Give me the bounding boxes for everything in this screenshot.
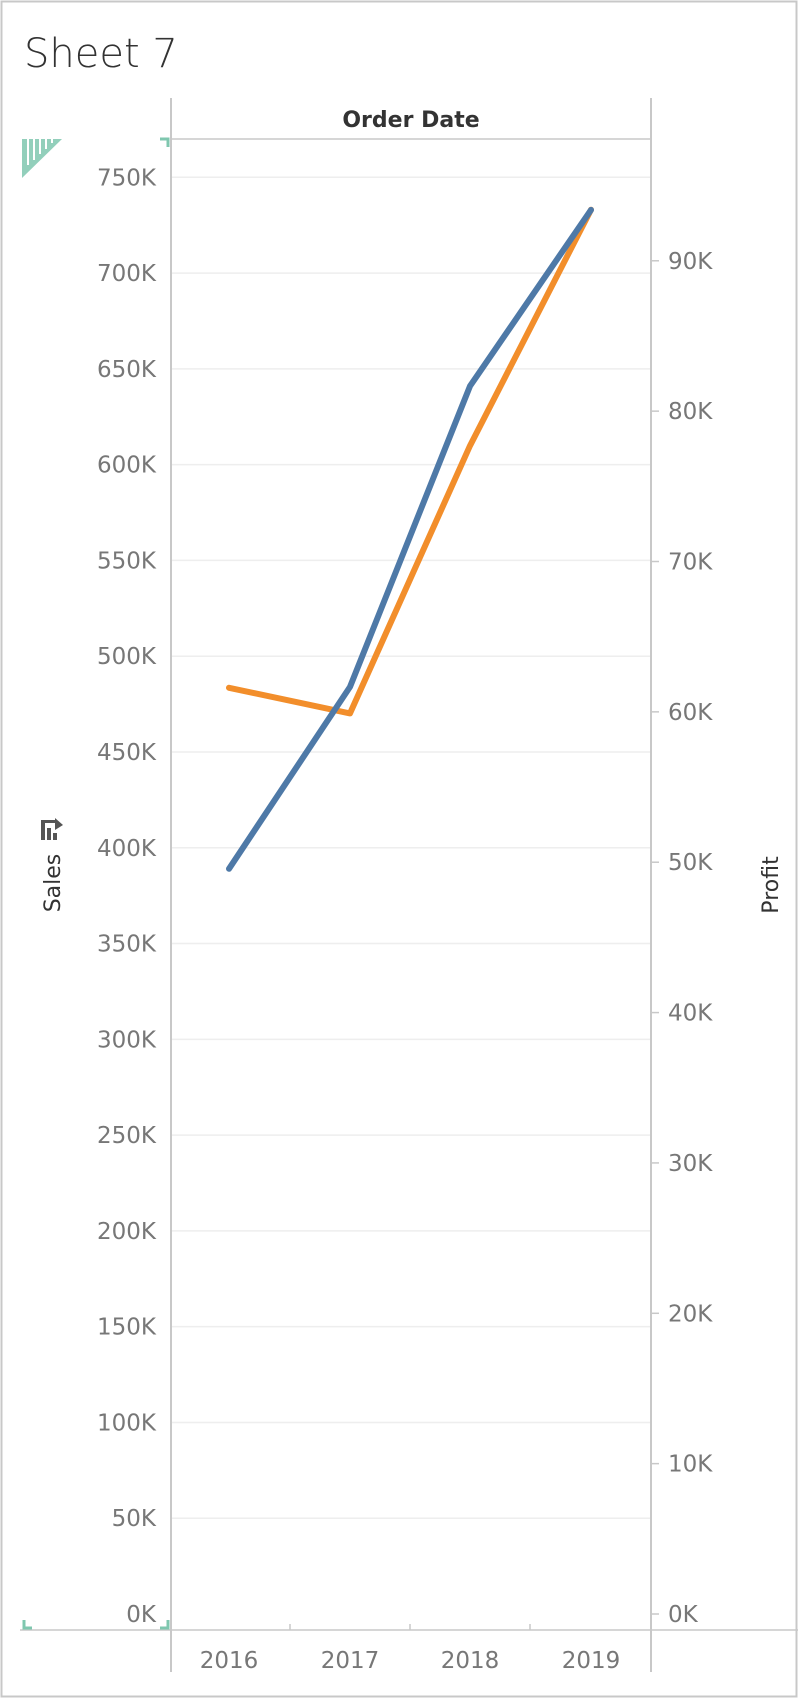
sort-icon[interactable] <box>41 818 63 840</box>
x-axis-tick-label: 2016 <box>200 1648 259 1674</box>
left-axis-tick-label: 300K <box>97 1027 157 1053</box>
x-axis-tick-label: 2017 <box>321 1648 380 1674</box>
sheet-title: Sheet 7 <box>24 31 178 77</box>
right-axis-title[interactable]: Profit <box>759 856 784 914</box>
left-axis-tick-label: 350K <box>97 932 157 958</box>
left-axis-title[interactable]: Sales <box>41 854 66 913</box>
right-axis-tick-label: 50K <box>668 850 713 876</box>
column-header-order-date[interactable]: Order Date <box>342 108 479 133</box>
right-axis-tick-label: 70K <box>668 550 713 576</box>
right-axis-tick-label: 10K <box>668 1452 713 1478</box>
x-axis-tick-labels: 2016 2017 2018 2019 <box>200 1648 621 1674</box>
pane-corner-brackets <box>22 137 170 1630</box>
right-axis-tick-label: 30K <box>668 1151 713 1177</box>
left-axis-tick-label: 700K <box>97 261 157 287</box>
left-axis-tick-label: 400K <box>97 836 157 862</box>
selection-corner-marker <box>22 139 62 178</box>
left-axis-tick-label: 50K <box>112 1506 157 1532</box>
series-line-sales[interactable] <box>226 206 594 872</box>
left-axis-tick-label: 650K <box>97 357 157 383</box>
left-axis-tick-label: 500K <box>97 644 157 670</box>
right-axis-tick-label: 60K <box>668 700 713 726</box>
left-axis-tick-label: 200K <box>97 1219 157 1245</box>
right-axis-tick-label: 40K <box>668 1001 713 1027</box>
x-axis-tick-label: 2018 <box>441 1648 500 1674</box>
right-axis-tick-label: 20K <box>668 1301 713 1327</box>
right-axis-tick-label: 90K <box>668 249 713 275</box>
left-axis-tick-label: 750K <box>97 165 157 191</box>
left-axis-tick-label: 450K <box>97 740 157 766</box>
x-axis-ticks <box>289 1624 531 1630</box>
series-line-profit[interactable] <box>226 206 594 717</box>
right-axis-tick-label: 0K <box>668 1602 699 1628</box>
gridlines <box>171 176 651 1519</box>
left-axis-tick-label: 150K <box>97 1315 157 1341</box>
right-axis-tick-labels: 0K 10K 20K 30K 40K 50K 60K 70K 80K 90K <box>651 249 713 1628</box>
left-axis-tick-label: 0K <box>126 1602 157 1628</box>
left-axis-tick-label: 600K <box>97 453 157 479</box>
left-axis-tick-label: 100K <box>97 1410 157 1436</box>
chart-series <box>226 206 594 872</box>
left-axis-tick-labels: 0K 50K 100K 150K 200K 250K 300K 350K 400K 450K 500… <box>97 165 157 1628</box>
right-axis-tick-label: 80K <box>668 399 713 425</box>
left-axis-tick-label: 550K <box>97 548 157 574</box>
x-axis-tick-label: 2019 <box>562 1648 621 1674</box>
left-axis-tick-label: 250K <box>97 1123 157 1149</box>
